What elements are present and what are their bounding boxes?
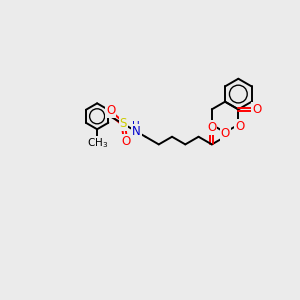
Text: O: O xyxy=(122,134,131,148)
Text: CH$_3$: CH$_3$ xyxy=(86,136,108,150)
Text: O: O xyxy=(235,120,244,133)
Text: O: O xyxy=(207,121,216,134)
Text: O: O xyxy=(252,103,261,116)
Text: O: O xyxy=(106,104,115,117)
Text: H: H xyxy=(132,121,140,131)
Text: O: O xyxy=(220,127,230,140)
Text: N: N xyxy=(132,125,141,138)
Text: S: S xyxy=(120,117,127,130)
